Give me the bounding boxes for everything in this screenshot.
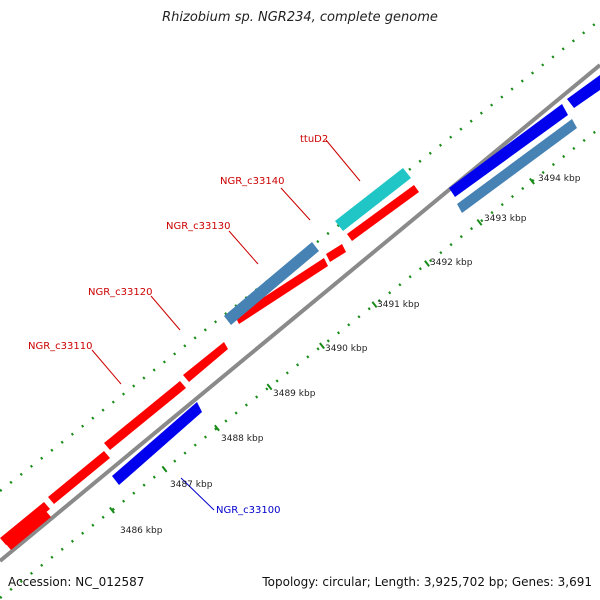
gene-forward-NGR_c33130[interactable] [326,244,346,262]
gene-reverse[interactable] [449,104,568,197]
scale-label: 3488 kbp [221,434,264,444]
reverse-strand-genes [112,75,600,485]
gene-label-NGR_c33110[interactable]: NGR_c33110 [28,341,93,352]
gene-reverse-NGR_c33100[interactable] [112,402,202,485]
gene-forward[interactable] [48,451,110,504]
inner-ruler [0,127,600,599]
ruler-tick [424,260,430,267]
ruler-tick [371,301,378,309]
gene-label-NGR_c33140[interactable]: NGR_c33140 [220,176,285,187]
scale-label: 3491 kbp [377,300,420,310]
gene-forward[interactable] [104,381,186,450]
feature-rna[interactable] [224,242,319,325]
gene-label-NGR_c33100[interactable]: NGR_c33100 [216,505,281,516]
gene-forward[interactable] [0,502,50,545]
ruler-tick [476,219,483,226]
outer-features [224,119,577,325]
ruler-tick [529,177,535,185]
scale-label: 3492 kbp [430,258,473,268]
map-title: Rhizobium sp. NGR234, complete genome [162,10,438,25]
scale-label: 3489 kbp [273,389,316,399]
ruler-tick [266,383,273,391]
gene-label-NGR_c33120[interactable]: NGR_c33120 [88,287,153,298]
scale-label: 3494 kbp [538,174,581,184]
scale-label: 3487 kbp [170,480,213,490]
gene-labels: ttuD2 NGR_c33140 NGR_c33130 NGR_c33120 N… [28,134,328,516]
ruler-tick [109,506,115,514]
genome-backbone [0,63,600,563]
ruler-tick [319,342,325,350]
scale-label: 3493 kbp [484,214,527,224]
scale-labels: 3486 kbp 3487 kbp 3488 kbp 3489 kbp 3490… [120,174,581,536]
gene-reverse[interactable] [567,75,600,108]
scale-label: 3486 kbp [120,526,163,536]
gene-label-NGR_c33130[interactable]: NGR_c33130 [166,221,231,232]
genome-summary-text: Topology: circular; Length: 3,925,702 bp… [262,575,592,589]
gene-forward-NGR_c33120[interactable] [235,258,328,324]
feature-rna[interactable] [457,119,577,213]
feature-trna-ttuD2[interactable] [335,168,411,231]
gene-forward-NGR_c33140[interactable] [347,185,419,241]
scale-label: 3490 kbp [325,344,368,354]
ruler-tick [161,465,168,473]
callout-lines [91,139,361,511]
ruler-tick [214,424,220,432]
accession-text: Accession: NC_012587 [8,575,145,589]
gene-forward[interactable] [183,342,228,382]
gene-forward[interactable] [5,510,51,550]
forward-strand-genes [0,185,419,550]
gene-label-ttuD2[interactable]: ttuD2 [300,134,328,145]
